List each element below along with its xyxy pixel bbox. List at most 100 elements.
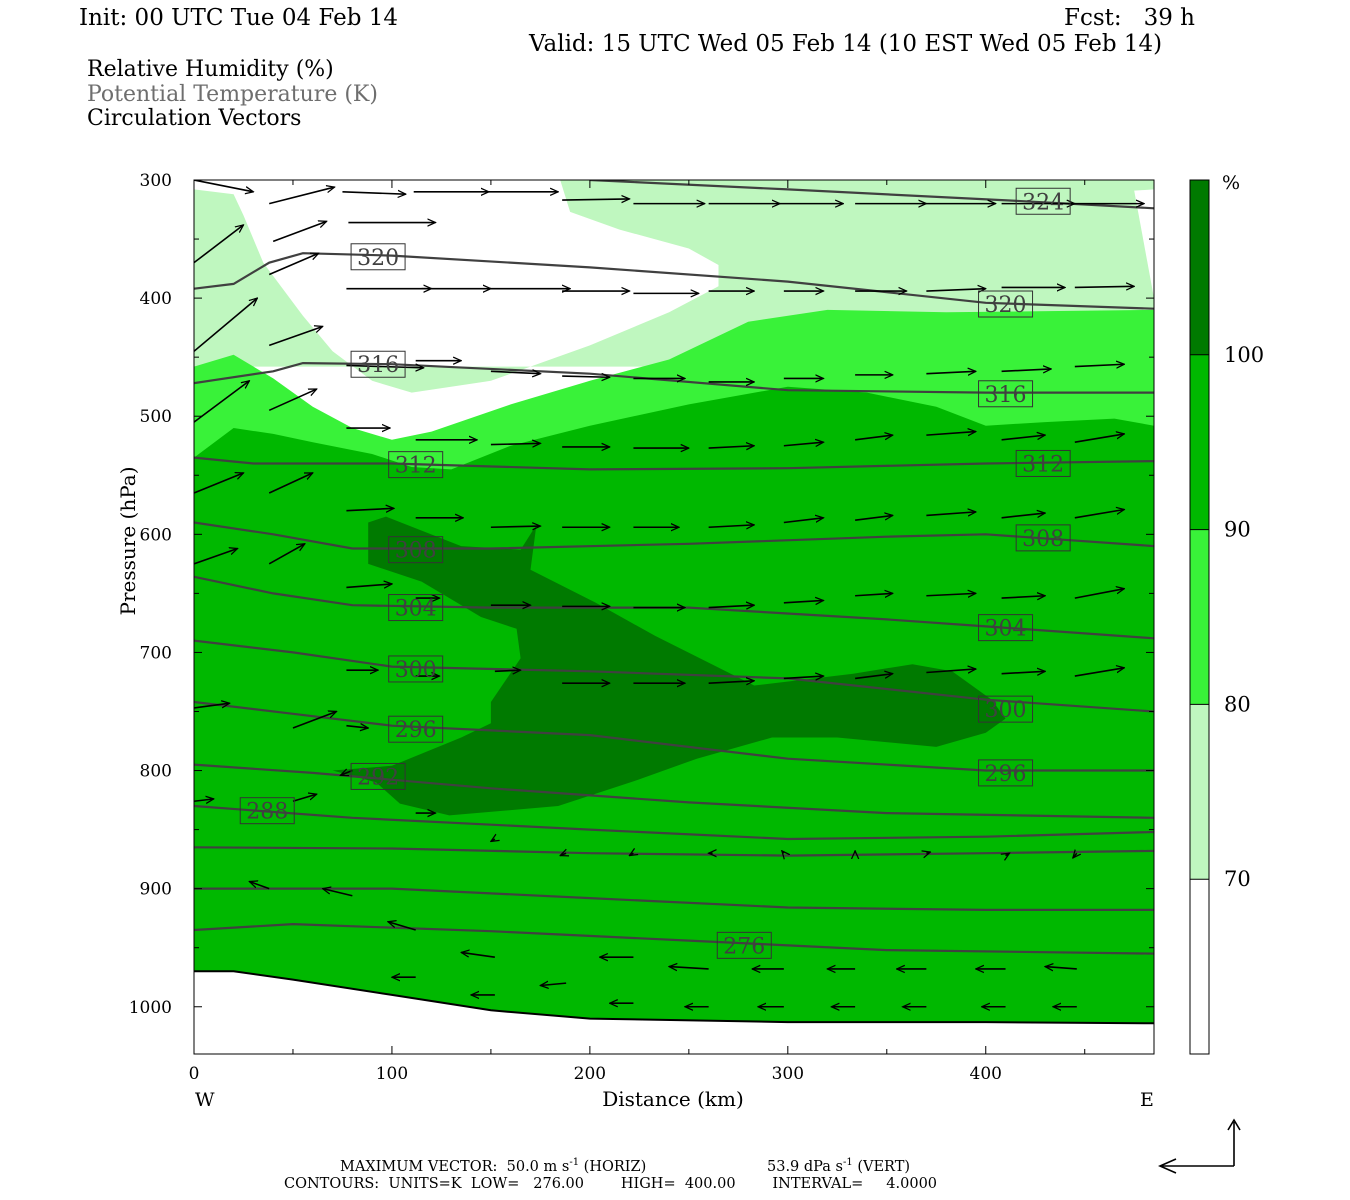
- circulation-vector: [323, 889, 353, 897]
- theta-contour-label: 304: [388, 594, 444, 622]
- theta-label-box: [1015, 524, 1071, 552]
- theta-label-box: [978, 695, 1034, 723]
- theta-label-text: 304: [985, 617, 1027, 642]
- circulation-vector: [1074, 589, 1124, 599]
- theta-label-box: [350, 762, 406, 790]
- circulation-vector: [1001, 369, 1051, 371]
- theta-label-box: [978, 759, 1034, 787]
- circulation-vector: [783, 600, 824, 602]
- circulation-vector: [782, 851, 784, 853]
- x-axis-label: Distance (km): [602, 1087, 744, 1111]
- circulation-vector: [926, 852, 930, 853]
- theta-label-text: 300: [985, 698, 1027, 723]
- colorbar-label: 90: [1224, 518, 1251, 542]
- x-tick-label: 300: [772, 1064, 804, 1084]
- theta-contour-label: 324: [1015, 187, 1071, 215]
- theta-label-box: [388, 536, 444, 564]
- theta-contour-304: [194, 575, 1154, 640]
- y-tick-label: 300: [140, 171, 172, 191]
- theta-contour-312: [194, 456, 1154, 471]
- circulation-vector: [1001, 513, 1046, 519]
- circulation-vector: [1074, 510, 1124, 519]
- circulation-vector: [926, 512, 975, 516]
- circulation-vector: [268, 388, 317, 412]
- circulation-vector: [855, 515, 893, 521]
- colorbar-label: 80: [1224, 692, 1251, 716]
- theta-contour-label: 320: [350, 243, 406, 271]
- circulation-vector: [490, 443, 540, 444]
- circulation-vector: [708, 605, 755, 607]
- y-tick-label: 800: [140, 762, 172, 782]
- theta-label-text: 312: [1022, 452, 1064, 477]
- legend-relative-humidity: Relative Humidity (%): [87, 57, 334, 82]
- theta-contour-300: [194, 639, 1154, 713]
- circulation-vector: [1074, 286, 1134, 287]
- theta-contour-308: [194, 521, 1154, 550]
- theta-contour-label: 292: [350, 762, 406, 790]
- circulation-vector: [342, 192, 405, 194]
- circulation-vector: [494, 670, 521, 671]
- theta-label-text: 320: [357, 246, 399, 271]
- theta-contour-label: 316: [350, 350, 406, 378]
- circulation-vector: [194, 473, 243, 494]
- valid-time: Valid: 15 UTC Wed 05 Feb 14 (10 EST Wed …: [529, 31, 1163, 57]
- x-tick-label: 100: [376, 1064, 408, 1084]
- circulation-vector: [268, 326, 322, 347]
- colorbar-segment: [1190, 879, 1209, 1054]
- theta-label-text: 296: [395, 718, 437, 743]
- theta-contour-label: 300: [388, 655, 444, 683]
- circulation-vector: [1074, 434, 1124, 443]
- theta-label-text: 308: [395, 539, 437, 564]
- circulation-vector: [1073, 853, 1077, 858]
- theta-contour-label: 288: [239, 797, 295, 825]
- circulation-vector: [268, 544, 305, 565]
- theta-label-box: [388, 451, 444, 479]
- theta-label-box: [1015, 449, 1071, 477]
- theta-label-text: 316: [357, 353, 399, 378]
- circulation-vector: [1001, 596, 1046, 598]
- theta-label-text: 312: [395, 454, 437, 479]
- circulation-vector: [540, 983, 567, 985]
- theta-label-box: [978, 614, 1034, 642]
- circulation-vector: [194, 548, 238, 565]
- y-tick-label: 1000: [129, 998, 172, 1018]
- circulation-vector: [340, 771, 353, 776]
- rh-region-100+: [332, 516, 1006, 816]
- below-ground-area: [194, 971, 1154, 1054]
- y-tick-label: 900: [140, 880, 172, 900]
- colorbar-frame: [1189, 179, 1210, 1055]
- circulation-vector: [194, 703, 230, 709]
- circulation-vector: [562, 199, 629, 200]
- circulation-vector: [346, 584, 392, 588]
- y-tick-label: 700: [140, 643, 172, 663]
- theta-label-box: [239, 797, 295, 825]
- theta-label-box: [978, 290, 1034, 318]
- theta-contour-320: [194, 252, 1154, 310]
- circulation-vector: [1001, 671, 1046, 673]
- theta-contour-label: 316: [978, 380, 1034, 408]
- theta-label-box: [978, 380, 1034, 408]
- west-label: W: [195, 1089, 215, 1111]
- circulation-vector: [708, 446, 755, 448]
- colorbar-segment: [1190, 704, 1209, 880]
- colorbar-unit: %: [1222, 172, 1240, 194]
- theta-contour-label: 320: [978, 290, 1034, 318]
- forecast-hour: Fcst: 39 h: [1064, 5, 1195, 31]
- circulation-vector: [268, 253, 318, 276]
- theta-label-text: 300: [395, 658, 437, 683]
- y-tick-label: 600: [140, 525, 172, 545]
- theta-contour-292: [194, 763, 1154, 819]
- circulation-vector: [855, 593, 893, 595]
- theta-label-text: 276: [723, 934, 765, 959]
- theta-label-text: 304: [395, 597, 437, 622]
- circulation-vector: [490, 526, 540, 527]
- colorbar-segment: [1190, 529, 1209, 705]
- theta-contour-label: 312: [388, 451, 444, 479]
- theta-contour-316: [194, 361, 1154, 394]
- reference-vector-icon: [1158, 1118, 1241, 1174]
- theta-contour-label: 296: [388, 715, 444, 743]
- circulation-vector: [269, 187, 334, 205]
- theta-contour-label: 308: [1015, 524, 1071, 552]
- circulation-vector: [292, 794, 317, 803]
